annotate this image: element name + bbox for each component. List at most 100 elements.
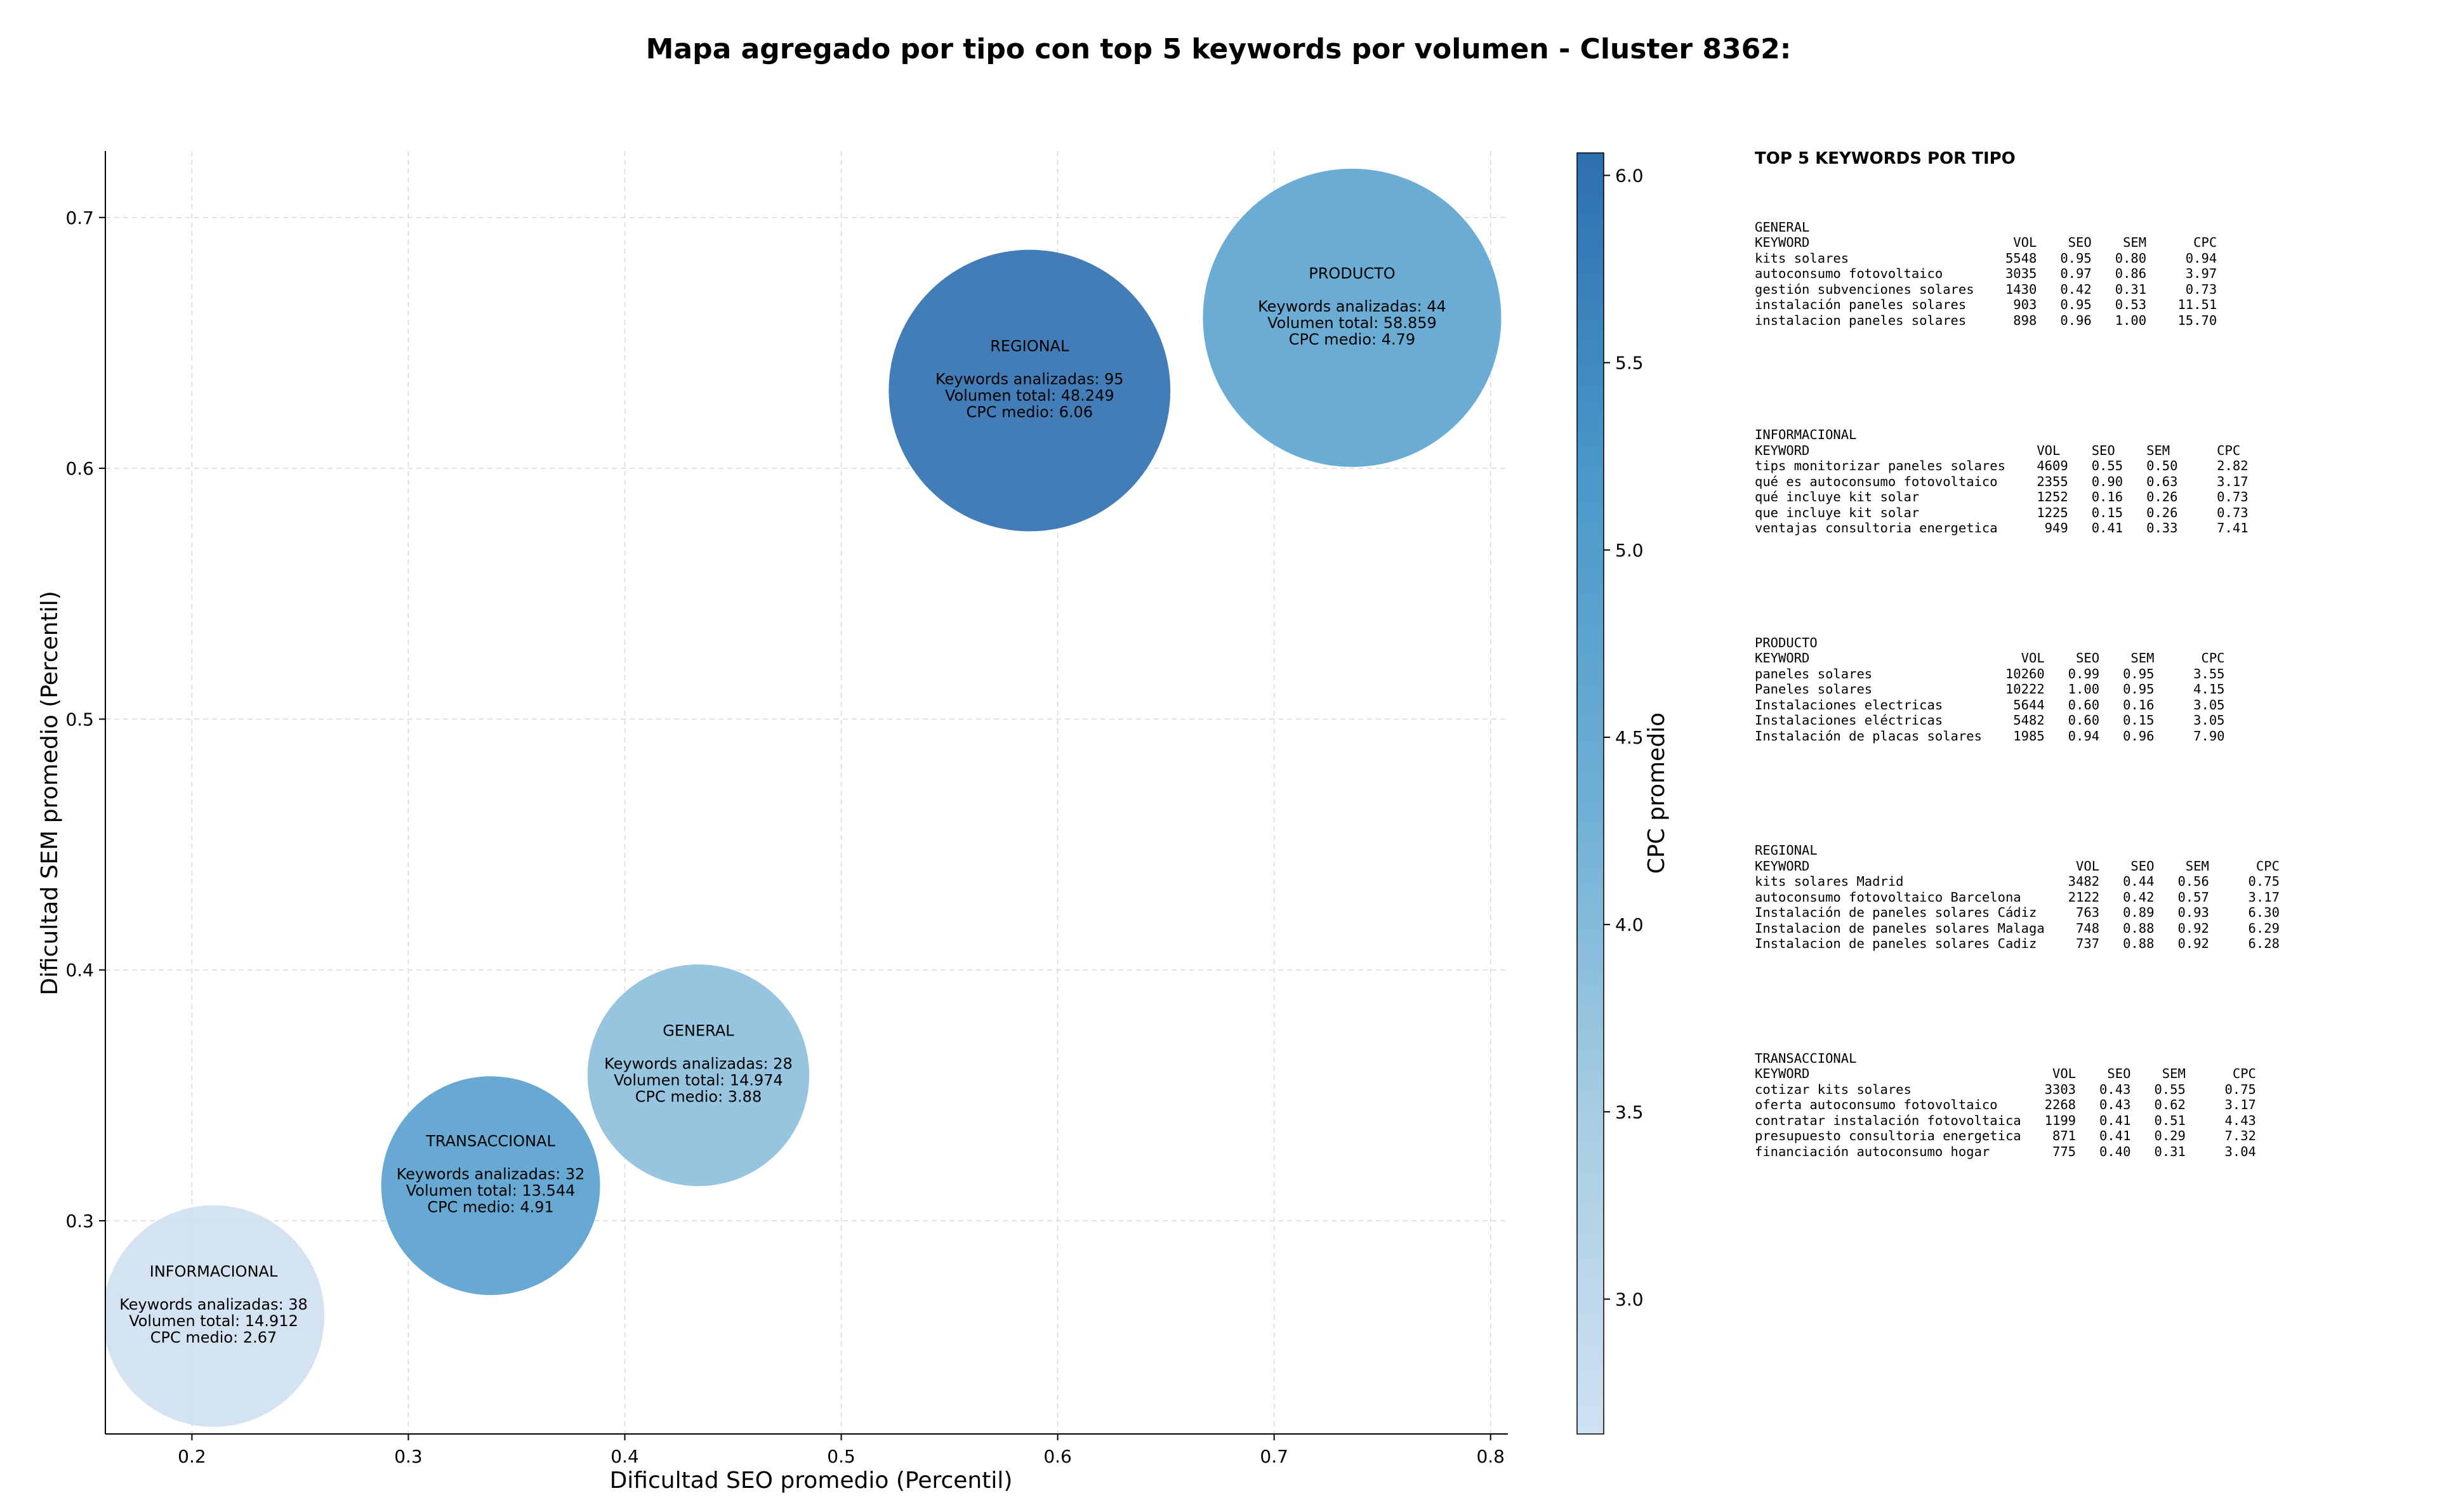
- top-keywords-panel: TOP 5 KEYWORDS POR TIPO GENERAL KEYWORD V…: [1755, 149, 2421, 1258]
- chart-title: Mapa agregado por tipo con top 5 keyword…: [645, 33, 1792, 65]
- colorbar-tick-label: 5.0: [1615, 540, 1644, 561]
- colorbar-label: CPC promedio: [1644, 713, 1670, 874]
- panel-title: TOP 5 KEYWORDS POR TIPO: [1755, 149, 2016, 168]
- bubble-transaccional: [381, 1076, 600, 1296]
- bubble-volume-line: Volumen total: 14.912: [129, 1312, 298, 1330]
- colorbar-tick-label: 3.0: [1615, 1289, 1644, 1310]
- keyword-group-transaccional: TRANSACCIONAL KEYWORD VOL SEO SEM CPC coti…: [1755, 1051, 2421, 1160]
- keyword-group-general: GENERAL KEYWORD VOL SEO SEM CPC kits solar…: [1755, 220, 2421, 329]
- bubble-regional: [888, 249, 1171, 532]
- bubble-keywords-line: Keywords analizadas: 38: [119, 1296, 308, 1313]
- keyword-table-header: KEYWORD VOL SEO SEM CPC: [1755, 1066, 2256, 1081]
- bubble-cpc-line: CPC medio: 4.79: [1289, 331, 1416, 348]
- x-tick-label: 0.3: [394, 1446, 423, 1467]
- bubble-volume-line: Volumen total: 48.249: [945, 387, 1114, 405]
- y-axis-label: Dificultad SEM promedio (Percentil): [37, 591, 63, 996]
- bubble-cpc-line: CPC medio: 2.67: [150, 1329, 277, 1346]
- keyword-row: financiación autoconsumo hogar 775 0.40 …: [1755, 1143, 2256, 1159]
- bubble-name: GENERAL: [663, 1022, 734, 1040]
- bubble-keywords-line: Keywords analizadas: 44: [1258, 298, 1446, 315]
- keyword-row: gestión subvenciones solares 1430 0.42 0…: [1755, 281, 2217, 297]
- keyword-row: contratar instalación fotovoltaica 1199 …: [1755, 1112, 2256, 1128]
- keyword-row: qué incluye kit solar 1252 0.16 0.26 0.7…: [1755, 489, 2249, 504]
- bubble-name: INFORMACIONAL: [150, 1263, 278, 1280]
- keyword-groups: GENERAL KEYWORD VOL SEO SEM CPC kits solar…: [1755, 220, 2421, 1160]
- keyword-row: que incluye kit solar 1225 0.15 0.26 0.7…: [1755, 504, 2249, 520]
- keyword-row: kits solares 5548 0.95 0.80 0.94: [1755, 250, 2217, 266]
- keyword-row: paneles solares 10260 0.99 0.95 3.55: [1755, 666, 2225, 681]
- y-tick-label: 0.5: [65, 709, 94, 730]
- y-tick-label: 0.6: [65, 458, 94, 479]
- bubble-volume-line: Volumen total: 58.859: [1267, 314, 1437, 332]
- bubble-name: TRANSACCIONAL: [425, 1133, 555, 1150]
- keyword-row: cotizar kits solares 3303 0.43 0.55 0.75: [1755, 1081, 2256, 1097]
- bubble-cpc-line: CPC medio: 6.06: [967, 404, 1093, 421]
- keyword-group-producto: PRODUCTO KEYWORD VOL SEO SEM CPC paneles s…: [1755, 635, 2421, 744]
- keyword-row: presupuesto consultoria energetica 871 0…: [1755, 1128, 2256, 1143]
- keyword-table-header: KEYWORD VOL SEO SEM CPC: [1755, 235, 2217, 250]
- keyword-group-title: INFORMACIONAL: [1755, 427, 1857, 442]
- colorbar-tick-label: 6.0: [1615, 165, 1644, 186]
- keyword-row: Instalación de paneles solares Cádiz 763…: [1755, 905, 2280, 920]
- keyword-group-title: GENERAL: [1755, 219, 1810, 235]
- bubble-cpc-line: CPC medio: 3.88: [635, 1088, 762, 1106]
- colorbar-tick-label: 4.5: [1615, 727, 1644, 748]
- x-tick-label: 0.4: [611, 1446, 639, 1467]
- colorbar-tick-label: 5.5: [1615, 353, 1644, 374]
- keyword-row: qué es autoconsumo fotovoltaico 2355 0.9…: [1755, 473, 2249, 489]
- bubble-informacional: [105, 1205, 325, 1427]
- bubble-volume-line: Volumen total: 14.974: [614, 1072, 783, 1089]
- bubble-label-transaccional: TRANSACCIONAL Keywords analizadas: 32Volu…: [397, 1133, 585, 1216]
- x-tick-label: 0.6: [1043, 1446, 1072, 1467]
- keyword-group-informacional: INFORMACIONAL KEYWORD VOL SEO SEM CPC tips…: [1755, 427, 2421, 536]
- bubble-cpc-line: CPC medio: 4.91: [427, 1199, 554, 1216]
- keyword-table-header: KEYWORD VOL SEO SEM CPC: [1755, 858, 2280, 874]
- keyword-table-header: KEYWORD VOL SEO SEM CPC: [1755, 442, 2241, 458]
- y-tick-label: 0.7: [65, 207, 94, 228]
- keyword-row: Instalación de placas solares 1985 0.94 …: [1755, 728, 2225, 744]
- bubble-keywords-line: Keywords analizadas: 28: [604, 1055, 793, 1073]
- colorbar-tick-label: 4.0: [1615, 914, 1644, 935]
- keyword-group-regional: REGIONAL KEYWORD VOL SEO SEM CPC kits sola…: [1755, 843, 2421, 952]
- bubble-volume-line: Volumen total: 13.544: [406, 1182, 576, 1200]
- keyword-group-title: REGIONAL: [1755, 843, 1818, 858]
- x-tick-label: 0.2: [178, 1446, 206, 1467]
- keyword-row: ventajas consultoria energetica 949 0.41…: [1755, 520, 2249, 536]
- bubble-producto: [1203, 168, 1502, 467]
- keyword-row: Paneles solares 10222 1.00 0.95 4.15: [1755, 681, 2225, 697]
- colorbar-ticks: 3.0 3.5 4.0 4.5 5.0 5.5 6.0: [1604, 165, 1644, 1310]
- keyword-row: autoconsumo fotovoltaico Barcelona 2122 …: [1755, 889, 2280, 905]
- keyword-row: Instalaciones eléctricas 5482 0.60 0.15 …: [1755, 713, 2225, 728]
- keyword-row: Instalacion de paneles solares Malaga 74…: [1755, 920, 2280, 936]
- colorbar: 3.0 3.5 4.0 4.5 5.0 5.5 6.0 CPC promedio: [1576, 152, 1670, 1435]
- ticks: 0.2 0.3 0.4 0.5 0.6 0.7 0.8 0.3 0.4 0.5 0.6 0.7: [65, 207, 1505, 1467]
- keyword-row: instalación paneles solares 903 0.95 0.5…: [1755, 297, 2217, 312]
- x-axis-label: Dificultad SEO promedio (Percentil): [610, 1468, 1013, 1494]
- keyword-row: instalacion paneles solares 898 0.96 1.0…: [1755, 312, 2217, 328]
- y-tick-label: 0.3: [65, 1211, 94, 1232]
- x-tick-label: 0.5: [827, 1446, 855, 1467]
- bubble-name: PRODUCTO: [1309, 265, 1395, 282]
- keyword-row: Instalaciones electricas 5644 0.60 0.16 …: [1755, 697, 2225, 713]
- keyword-table-header: KEYWORD VOL SEO SEM CPC: [1755, 650, 2225, 666]
- bubbles: [105, 168, 1502, 1427]
- keyword-row: Instalacion de paneles solares Cadiz 737…: [1755, 936, 2280, 951]
- keyword-group-title: PRODUCTO: [1755, 634, 1818, 650]
- bubble-name: REGIONAL: [990, 338, 1069, 355]
- bubble-general: [587, 964, 810, 1187]
- bubble-label-informacional: INFORMACIONAL Keywords analizadas: 38Volu…: [119, 1263, 308, 1346]
- x-tick-label: 0.7: [1260, 1446, 1288, 1467]
- x-tick-label: 0.8: [1476, 1446, 1505, 1467]
- keyword-row: tips monitorizar paneles solares 4609 0.…: [1755, 458, 2249, 473]
- keyword-group-title: TRANSACCIONAL: [1755, 1050, 1857, 1066]
- bubble-keywords-line: Keywords analizadas: 95: [935, 371, 1124, 388]
- y-tick-label: 0.4: [65, 960, 94, 981]
- keyword-row: autoconsumo fotovoltaico 3035 0.97 0.86 …: [1755, 266, 2217, 281]
- colorbar-gradient: [1576, 152, 1604, 1435]
- bubble-keywords-line: Keywords analizadas: 32: [397, 1166, 585, 1183]
